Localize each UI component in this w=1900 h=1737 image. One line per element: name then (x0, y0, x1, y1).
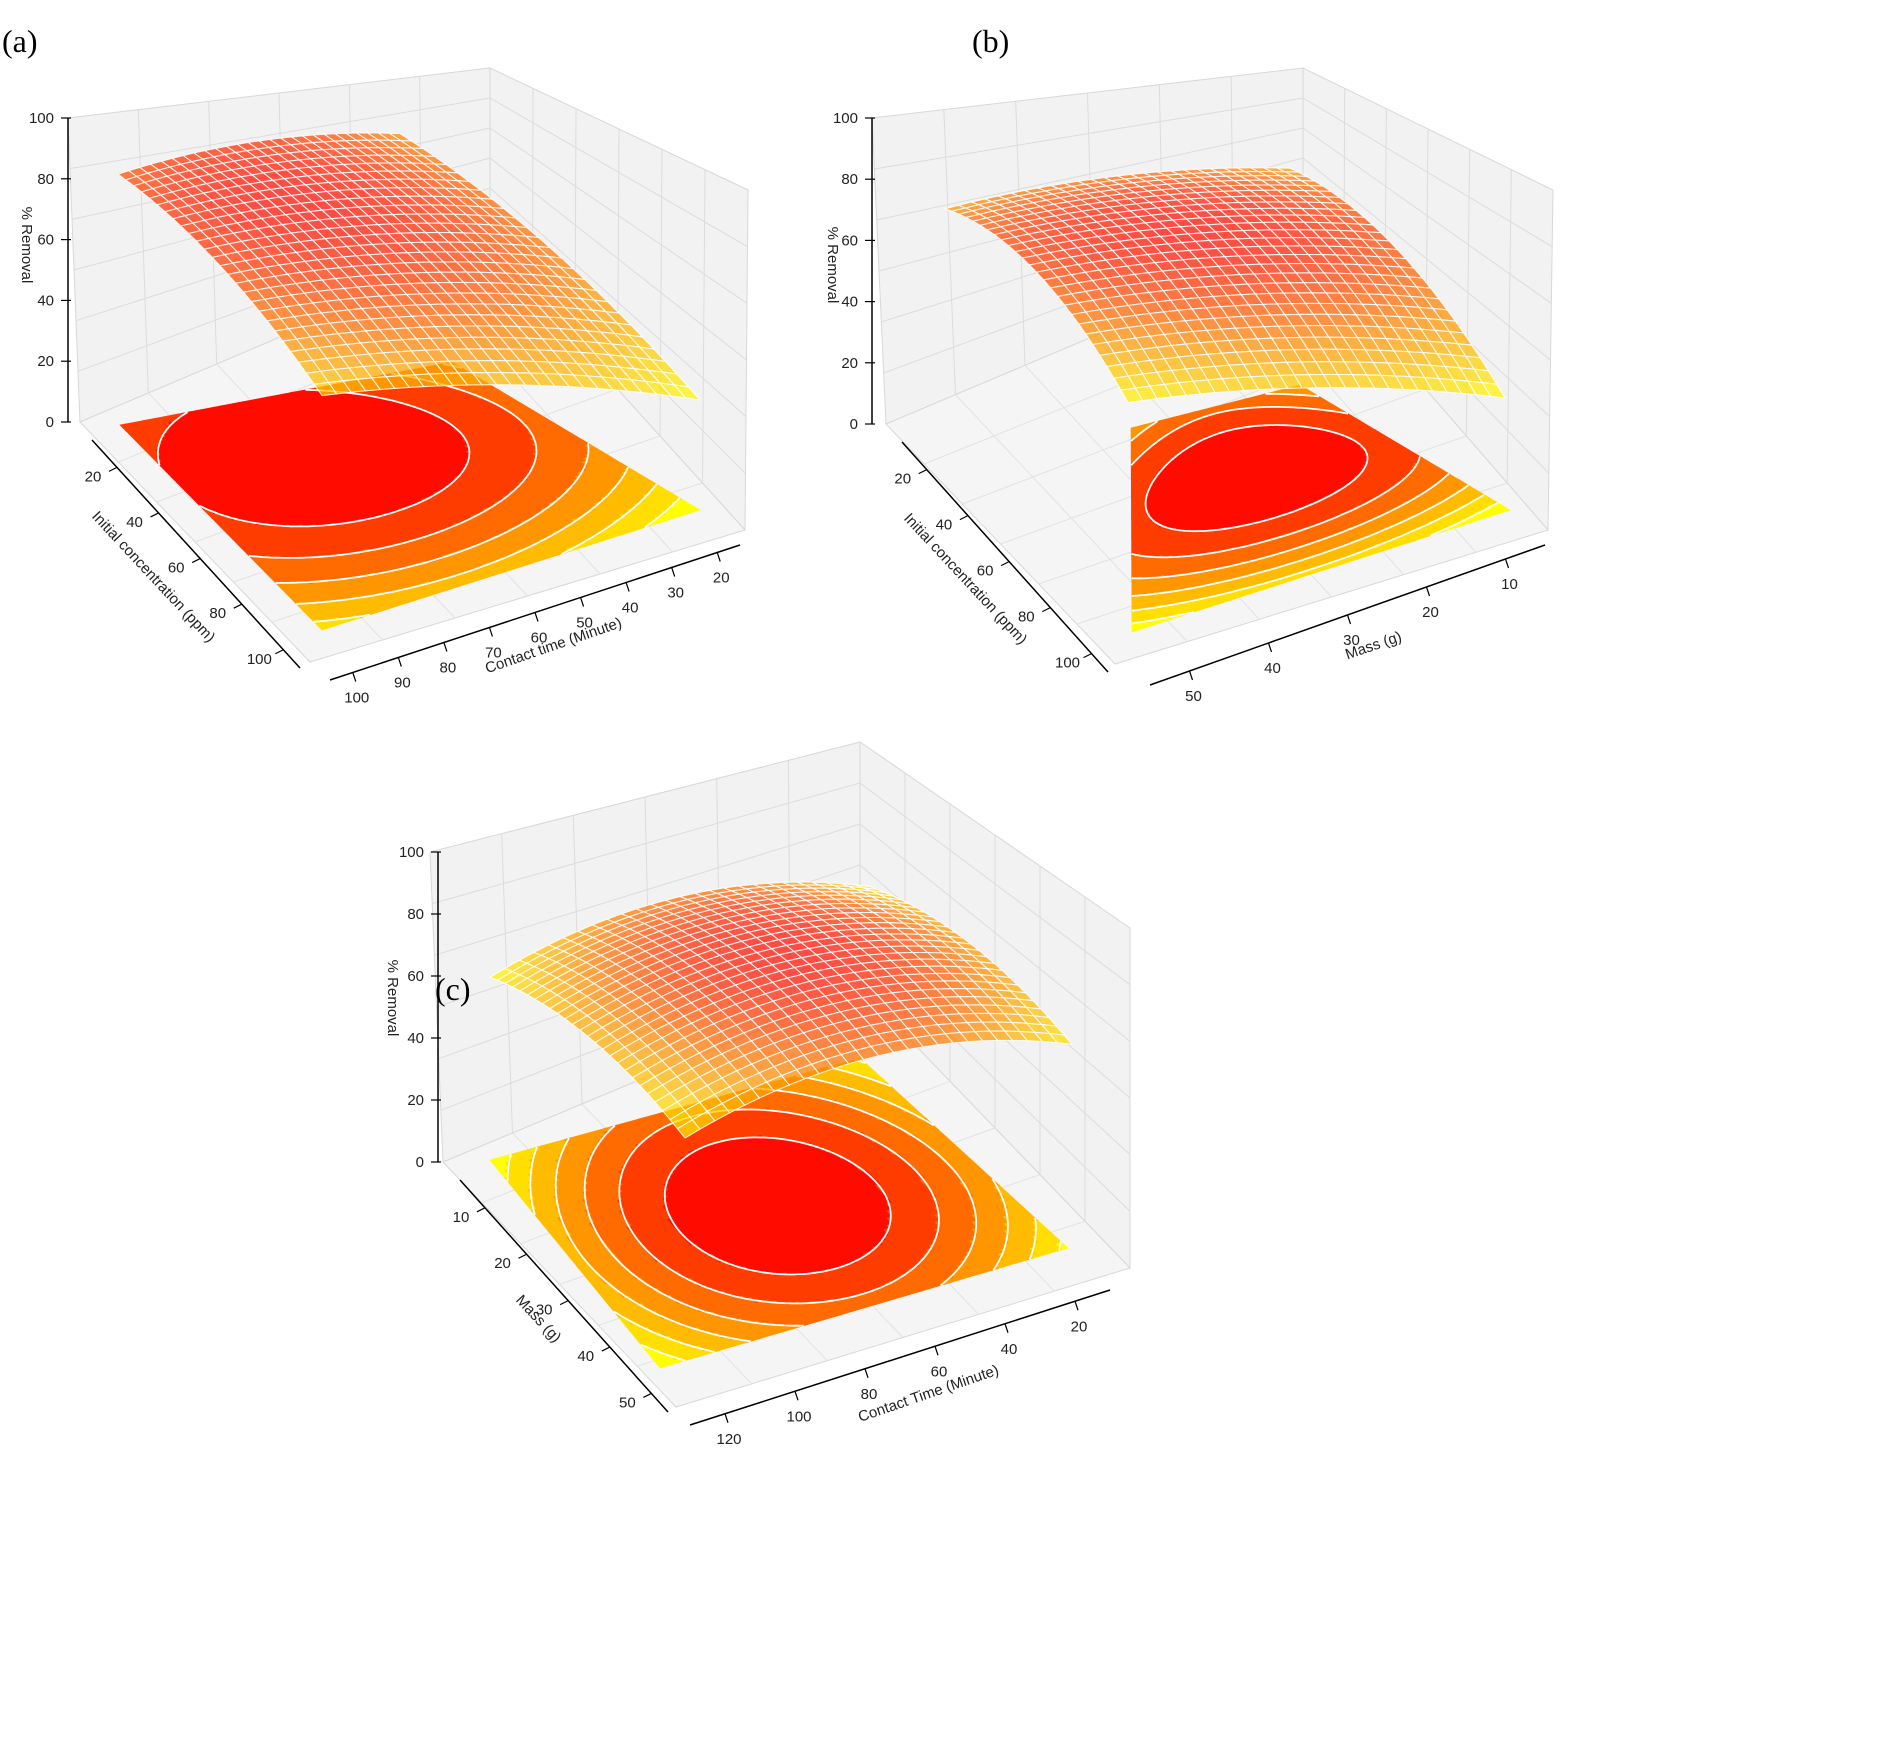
grid-line (489, 97, 748, 248)
contour-floor (119, 361, 701, 631)
grid-line (69, 97, 491, 170)
